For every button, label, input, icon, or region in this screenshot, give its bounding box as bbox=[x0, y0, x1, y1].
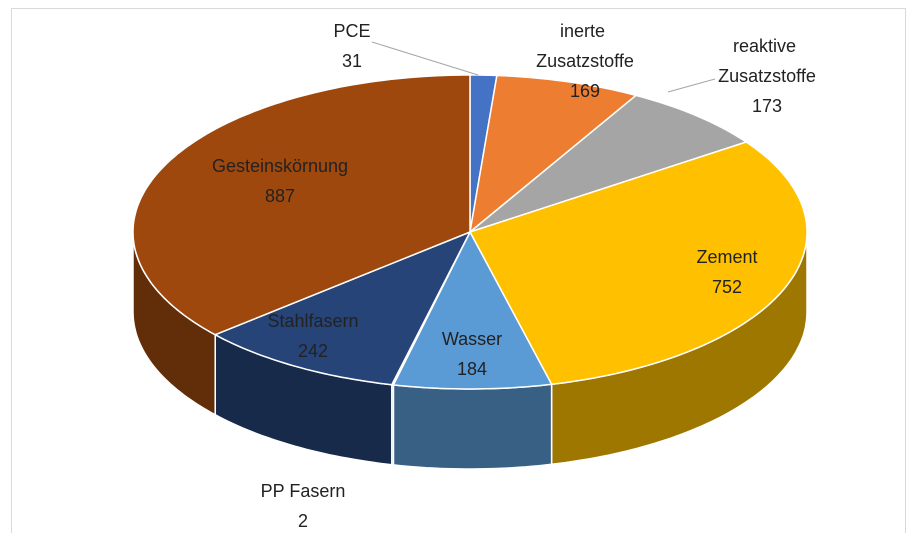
pie-slice bbox=[469, 94, 748, 233]
category-label: PP Fasern bbox=[261, 481, 346, 501]
value-label: 31 bbox=[342, 51, 362, 71]
pie-slice bbox=[468, 141, 808, 386]
pie-sides bbox=[132, 231, 808, 470]
pie-slice bbox=[132, 74, 471, 336]
category-label: Zement bbox=[696, 247, 757, 267]
value-label: 242 bbox=[298, 341, 328, 361]
leader-line bbox=[667, 78, 716, 93]
pie-side bbox=[392, 383, 553, 470]
value-label: 184 bbox=[457, 359, 487, 379]
category-label: PCE bbox=[333, 21, 370, 41]
value-label: 2 bbox=[298, 511, 308, 531]
leader-line bbox=[371, 41, 479, 76]
value-label: 169 bbox=[570, 81, 600, 101]
category-label: reaktive Zusatzstoffe bbox=[718, 36, 816, 86]
pie-slice bbox=[213, 230, 472, 386]
category-label: Stahlfasern bbox=[267, 311, 358, 331]
labels: PCE 31 inerte Zusatzstoffe 169 reaktive Zusa… bbox=[212, 21, 816, 531]
value-label: 173 bbox=[752, 96, 782, 116]
pie-slice bbox=[468, 74, 638, 234]
pie-tops bbox=[132, 74, 808, 390]
category-label: inerte Zusatzstoffe bbox=[536, 21, 634, 71]
value-label: 752 bbox=[712, 277, 742, 297]
chart-frame bbox=[11, 8, 906, 533]
pie-slice bbox=[392, 230, 553, 390]
value-label: 887 bbox=[265, 186, 295, 206]
category-label: Gesteinskörnung bbox=[212, 156, 348, 176]
category-label: Wasser bbox=[442, 329, 502, 349]
